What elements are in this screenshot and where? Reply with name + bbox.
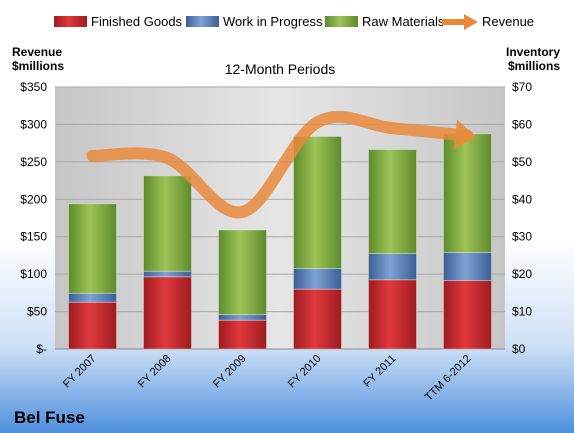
left-tick-label: $250 — [20, 155, 47, 169]
bar-work-in-progress — [443, 251, 492, 282]
left-tick-label: $300 — [20, 117, 47, 131]
right-tick-label: $70 — [512, 80, 532, 94]
bar-group — [68, 133, 492, 350]
left-tick-label: $200 — [20, 192, 47, 206]
revenue-arrowhead — [454, 119, 476, 150]
left-axis-ticks: $- $50 $100 $150 $200 $250 $300 $350 — [20, 80, 47, 356]
right-tick-label: $40 — [512, 192, 532, 206]
revenue-point — [242, 211, 244, 213]
left-tick-label: $50 — [27, 305, 47, 319]
bar-work-in-progress — [218, 314, 267, 321]
revenue-point — [317, 121, 319, 123]
bar-raw-materials — [143, 175, 192, 272]
bar-finished-goods — [293, 288, 342, 350]
bar-work-in-progress — [68, 292, 117, 303]
bar-raw-materials — [218, 229, 267, 316]
revenue-point — [392, 127, 394, 129]
bar-raw-materials — [293, 135, 342, 270]
legend-label-work-in-progress: Work in Progress — [223, 14, 323, 29]
left-axis-title-line1: Revenue — [12, 45, 62, 59]
legend-swatch-work-in-progress — [186, 16, 219, 27]
bar-finished-goods — [443, 280, 492, 350]
right-axis-ticks: $0 $10 $20 $30 $40 $50 $60 $70 — [512, 80, 532, 356]
right-tick-label: $60 — [512, 117, 532, 131]
bar-work-in-progress — [368, 253, 417, 281]
bar-raw-materials — [443, 133, 492, 253]
revenue-point — [167, 157, 169, 159]
bar-finished-goods — [68, 301, 117, 350]
revenue-point — [92, 155, 94, 157]
right-tick-label: $20 — [512, 267, 532, 281]
legend-label-raw-materials: Raw Materials — [362, 14, 445, 29]
legend-label-finished-goods: Finished Goods — [91, 14, 183, 29]
bar-raw-materials — [368, 149, 417, 255]
right-tick-label: $0 — [512, 342, 526, 356]
legend-label-revenue: Revenue — [482, 14, 534, 29]
bar-raw-materials — [68, 203, 117, 294]
company-name: Bel Fuse — [14, 408, 85, 427]
left-tick-label: $- — [36, 342, 47, 356]
revenue-point — [467, 135, 469, 137]
right-axis-title-line1: Inventory — [506, 45, 560, 59]
right-axis-title-line2: $millions — [508, 59, 560, 73]
left-tick-label: $100 — [20, 267, 47, 281]
right-tick-label: $50 — [512, 155, 532, 169]
right-tick-label: $30 — [512, 230, 532, 244]
bar-finished-goods — [218, 319, 267, 350]
bar-finished-goods — [368, 279, 417, 350]
left-axis-title-line2: $millions — [12, 59, 64, 73]
left-tick-label: $150 — [20, 230, 47, 244]
revenue-line — [86, 110, 474, 219]
legend-swatch-revenue — [442, 14, 478, 30]
bar-work-in-progress — [293, 268, 342, 290]
plot-area — [55, 87, 505, 349]
bar-work-in-progress — [143, 270, 192, 278]
bar-finished-goods — [143, 276, 192, 350]
left-tick-label: $350 — [20, 80, 47, 94]
right-tick-label: $10 — [512, 305, 532, 319]
legend-swatch-finished-goods — [54, 16, 87, 27]
legend-swatch-raw-materials — [325, 16, 358, 27]
revenue-line-group — [86, 110, 476, 219]
chart-subtitle: 12-Month Periods — [225, 61, 336, 77]
legend: Finished Goods Work in Progress Raw Mate… — [54, 14, 534, 30]
